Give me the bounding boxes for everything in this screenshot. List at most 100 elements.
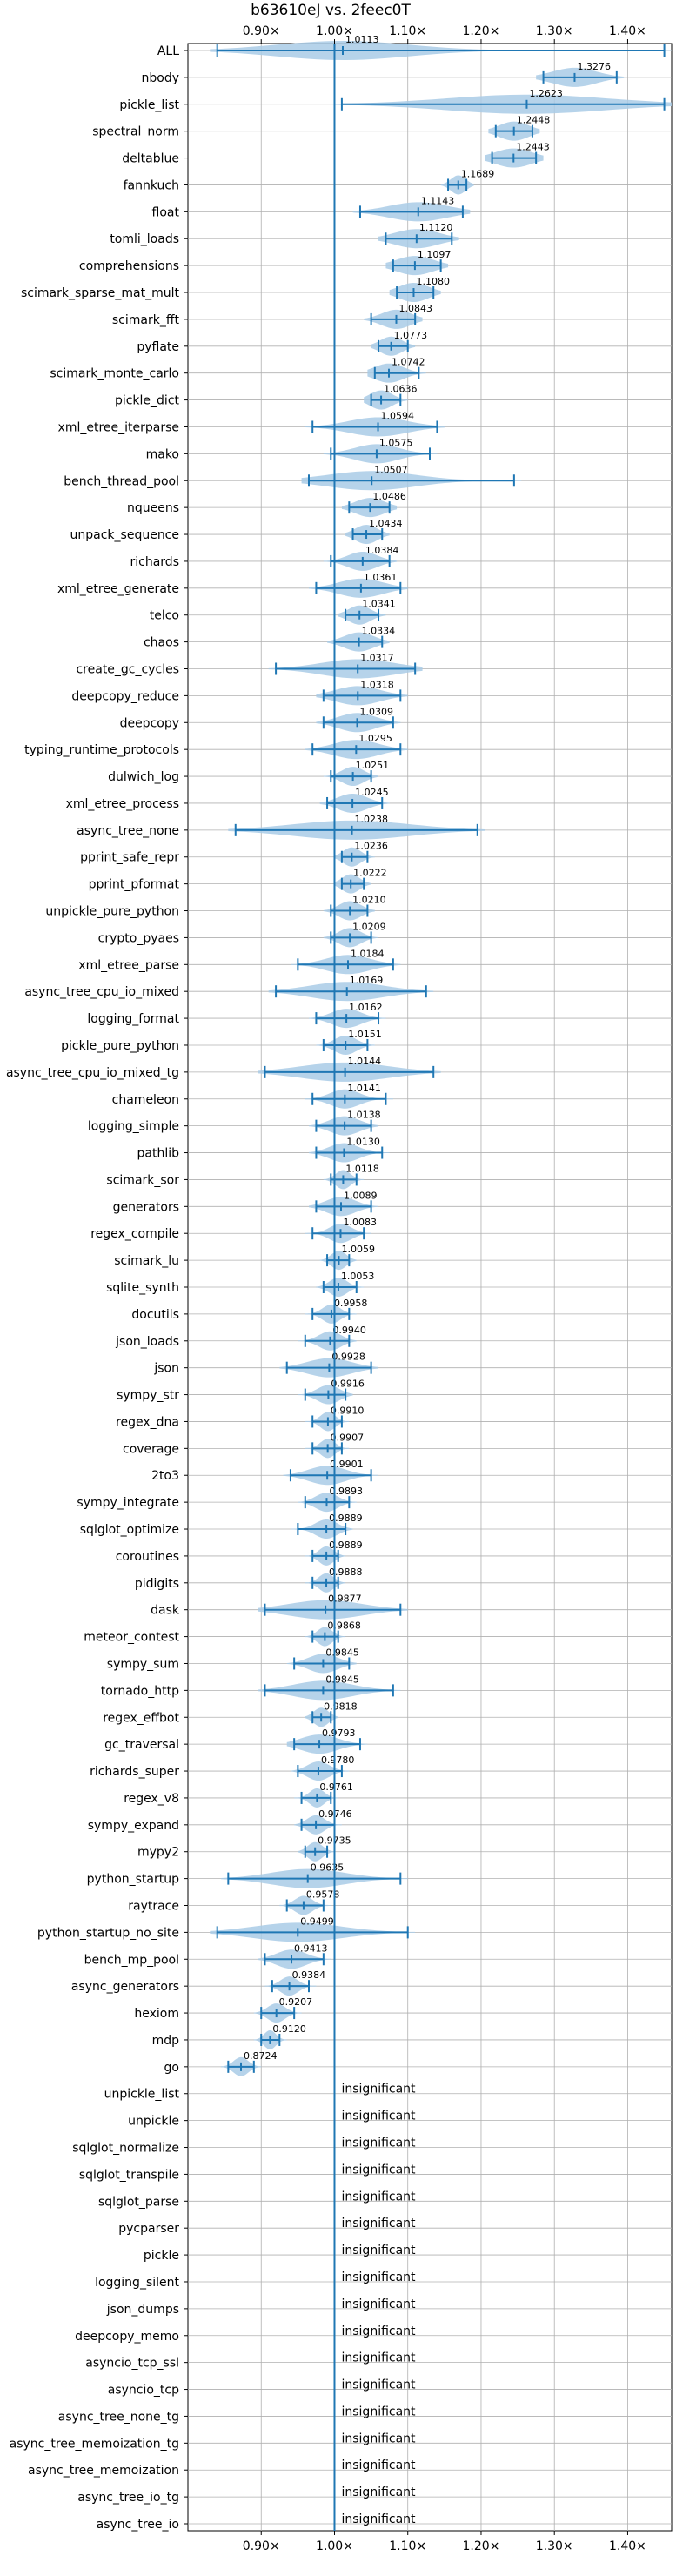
benchmark-label: create_gc_cycles bbox=[76, 663, 179, 677]
x-tick-label-top: 1.40× bbox=[609, 24, 646, 38]
benchmark-label: mypy2 bbox=[137, 1846, 179, 1860]
benchmark-label: spectral_norm bbox=[92, 125, 179, 139]
value-label: 1.0222 bbox=[353, 868, 387, 879]
insignificant-label: insignificant bbox=[341, 2137, 416, 2150]
benchmark-label: regex_compile bbox=[90, 1227, 179, 1241]
benchmark-label: async_tree_none_tg bbox=[58, 2410, 179, 2424]
benchmark-label: mdp bbox=[152, 2034, 180, 2048]
insignificant-label: insignificant bbox=[341, 2405, 416, 2418]
benchmark-label: go bbox=[164, 2061, 179, 2075]
benchmark-label: json_dumps bbox=[106, 2303, 179, 2317]
benchmark-label: sympy_expand bbox=[88, 1819, 179, 1833]
value-label: 1.2443 bbox=[516, 142, 550, 153]
benchmark-label: regex_effbot bbox=[103, 1711, 179, 1725]
benchmark-label: bench_thread_pool bbox=[64, 474, 179, 488]
value-label: 1.0059 bbox=[341, 1244, 375, 1255]
value-label: 0.9578 bbox=[306, 1889, 340, 1901]
benchmark-label: scimark_sparse_mat_mult bbox=[21, 286, 179, 300]
value-label: 0.9889 bbox=[329, 1540, 363, 1551]
benchmark-label: json_loads bbox=[115, 1335, 179, 1349]
value-label: 1.0742 bbox=[392, 357, 425, 368]
x-tick-label-top: 0.90× bbox=[243, 24, 280, 38]
benchmark-label: sqlglot_transpile bbox=[79, 2168, 179, 2182]
value-label: 1.1689 bbox=[461, 168, 495, 179]
benchmark-label: tornado_http bbox=[101, 1684, 179, 1698]
insignificant-label: insignificant bbox=[341, 2298, 416, 2311]
violins: 1.0113 1.3276 1.2623 1.2448 1.2443 1.1689 1.11… bbox=[210, 34, 673, 2526]
value-label: 0.9868 bbox=[327, 1620, 361, 1632]
value-label: 1.0486 bbox=[372, 491, 406, 502]
benchmark-label: async_generators bbox=[71, 1980, 179, 1994]
value-label: 1.0184 bbox=[351, 948, 385, 959]
benchmark-label: pprint_pformat bbox=[89, 878, 180, 892]
insignificant-label: insignificant bbox=[341, 2110, 416, 2123]
benchmark-label: unpickle bbox=[128, 2115, 179, 2129]
value-label: 1.0144 bbox=[348, 1056, 382, 1067]
benchmark-label: pickle_dict bbox=[115, 394, 180, 408]
value-label: 1.0361 bbox=[364, 572, 398, 583]
value-label: 0.9893 bbox=[329, 1486, 363, 1497]
chart-title: b63610eJ vs. 2feec0T bbox=[251, 2, 411, 19]
value-label: 1.0209 bbox=[352, 921, 386, 932]
x-tick-label-bottom: 1.20× bbox=[463, 2539, 500, 2553]
benchmark-label: logging_format bbox=[87, 1012, 179, 1026]
benchmark-label: pidigits bbox=[135, 1577, 179, 1591]
benchmark-label: regex_v8 bbox=[124, 1792, 179, 1806]
benchmark-label: async_tree_memoization bbox=[28, 2464, 179, 2478]
value-label: 1.3276 bbox=[577, 61, 611, 72]
x-tick-label-top: 1.20× bbox=[463, 24, 500, 38]
benchmark-label: async_tree_io_tg bbox=[77, 2491, 179, 2505]
benchmark-label: xml_etree_generate bbox=[57, 582, 179, 596]
benchmark-label: scimark_lu bbox=[114, 1254, 179, 1268]
benchmark-label: scimark_monte_carlo bbox=[50, 367, 179, 381]
value-label: 0.9901 bbox=[330, 1459, 364, 1470]
value-label: 0.9910 bbox=[331, 1405, 365, 1416]
insignificant-label: insignificant bbox=[341, 2512, 416, 2526]
value-label: 1.0151 bbox=[348, 1029, 382, 1040]
value-label: 1.0636 bbox=[384, 384, 418, 395]
insignificant-label: insignificant bbox=[341, 2378, 416, 2392]
benchmark-label: bench_mp_pool bbox=[84, 1953, 179, 1967]
value-label: 1.0118 bbox=[345, 1163, 379, 1174]
benchmark-label: 2to3 bbox=[151, 1469, 179, 1483]
benchmark-label: meteor_contest bbox=[84, 1631, 179, 1645]
benchmark-label: gc_traversal bbox=[104, 1738, 179, 1752]
benchmark-label: sympy_sum bbox=[107, 1657, 179, 1671]
value-label: 0.9384 bbox=[292, 1969, 326, 1981]
benchmark-label: docutils bbox=[131, 1308, 179, 1322]
benchmark-label: sqlglot_normalize bbox=[72, 2142, 179, 2156]
benchmark-label: comprehensions bbox=[79, 259, 179, 273]
insignificant-label: insignificant bbox=[341, 2485, 416, 2499]
benchmark-label: telco bbox=[150, 609, 179, 623]
benchmark-label: ALL bbox=[157, 44, 179, 58]
benchmark-label: logging_silent bbox=[95, 2276, 179, 2290]
benchmark-label: json bbox=[153, 1362, 179, 1376]
value-label: 1.0113 bbox=[345, 34, 379, 45]
benchmark-label: xml_etree_process bbox=[66, 797, 179, 811]
benchmark-label: pyflate bbox=[137, 340, 179, 354]
value-label: 1.0236 bbox=[354, 841, 388, 852]
value-label: 1.1097 bbox=[418, 249, 452, 260]
value-label: 0.9845 bbox=[325, 1674, 359, 1685]
benchmark-label: pickle_list bbox=[119, 98, 179, 112]
insignificant-label: insignificant bbox=[341, 2244, 416, 2257]
x-tick-label-bottom: 0.90× bbox=[243, 2539, 280, 2553]
value-label: 1.0773 bbox=[394, 330, 428, 341]
benchmark-label: coverage bbox=[123, 1442, 179, 1456]
value-label: 1.0238 bbox=[355, 814, 389, 825]
x-tick-label-top: 1.00× bbox=[316, 24, 353, 38]
value-label: 1.0295 bbox=[358, 733, 392, 744]
value-label: 0.9120 bbox=[272, 2023, 306, 2035]
benchmark-label: scimark_sor bbox=[106, 1173, 179, 1187]
benchmark-label: pprint_safe_repr bbox=[80, 851, 179, 865]
benchmark-label: richards_super bbox=[90, 1765, 179, 1779]
value-label: 1.1143 bbox=[421, 195, 455, 206]
benchmark-label: nbody bbox=[142, 71, 180, 85]
value-label: 0.9793 bbox=[322, 1727, 356, 1739]
benchmark-label: sqlglot_optimize bbox=[80, 1523, 179, 1537]
value-label: 1.0089 bbox=[344, 1190, 378, 1201]
value-label: 0.9635 bbox=[311, 1862, 345, 1874]
value-label: 0.9499 bbox=[300, 1915, 334, 1927]
value-label: 1.0251 bbox=[356, 760, 390, 771]
